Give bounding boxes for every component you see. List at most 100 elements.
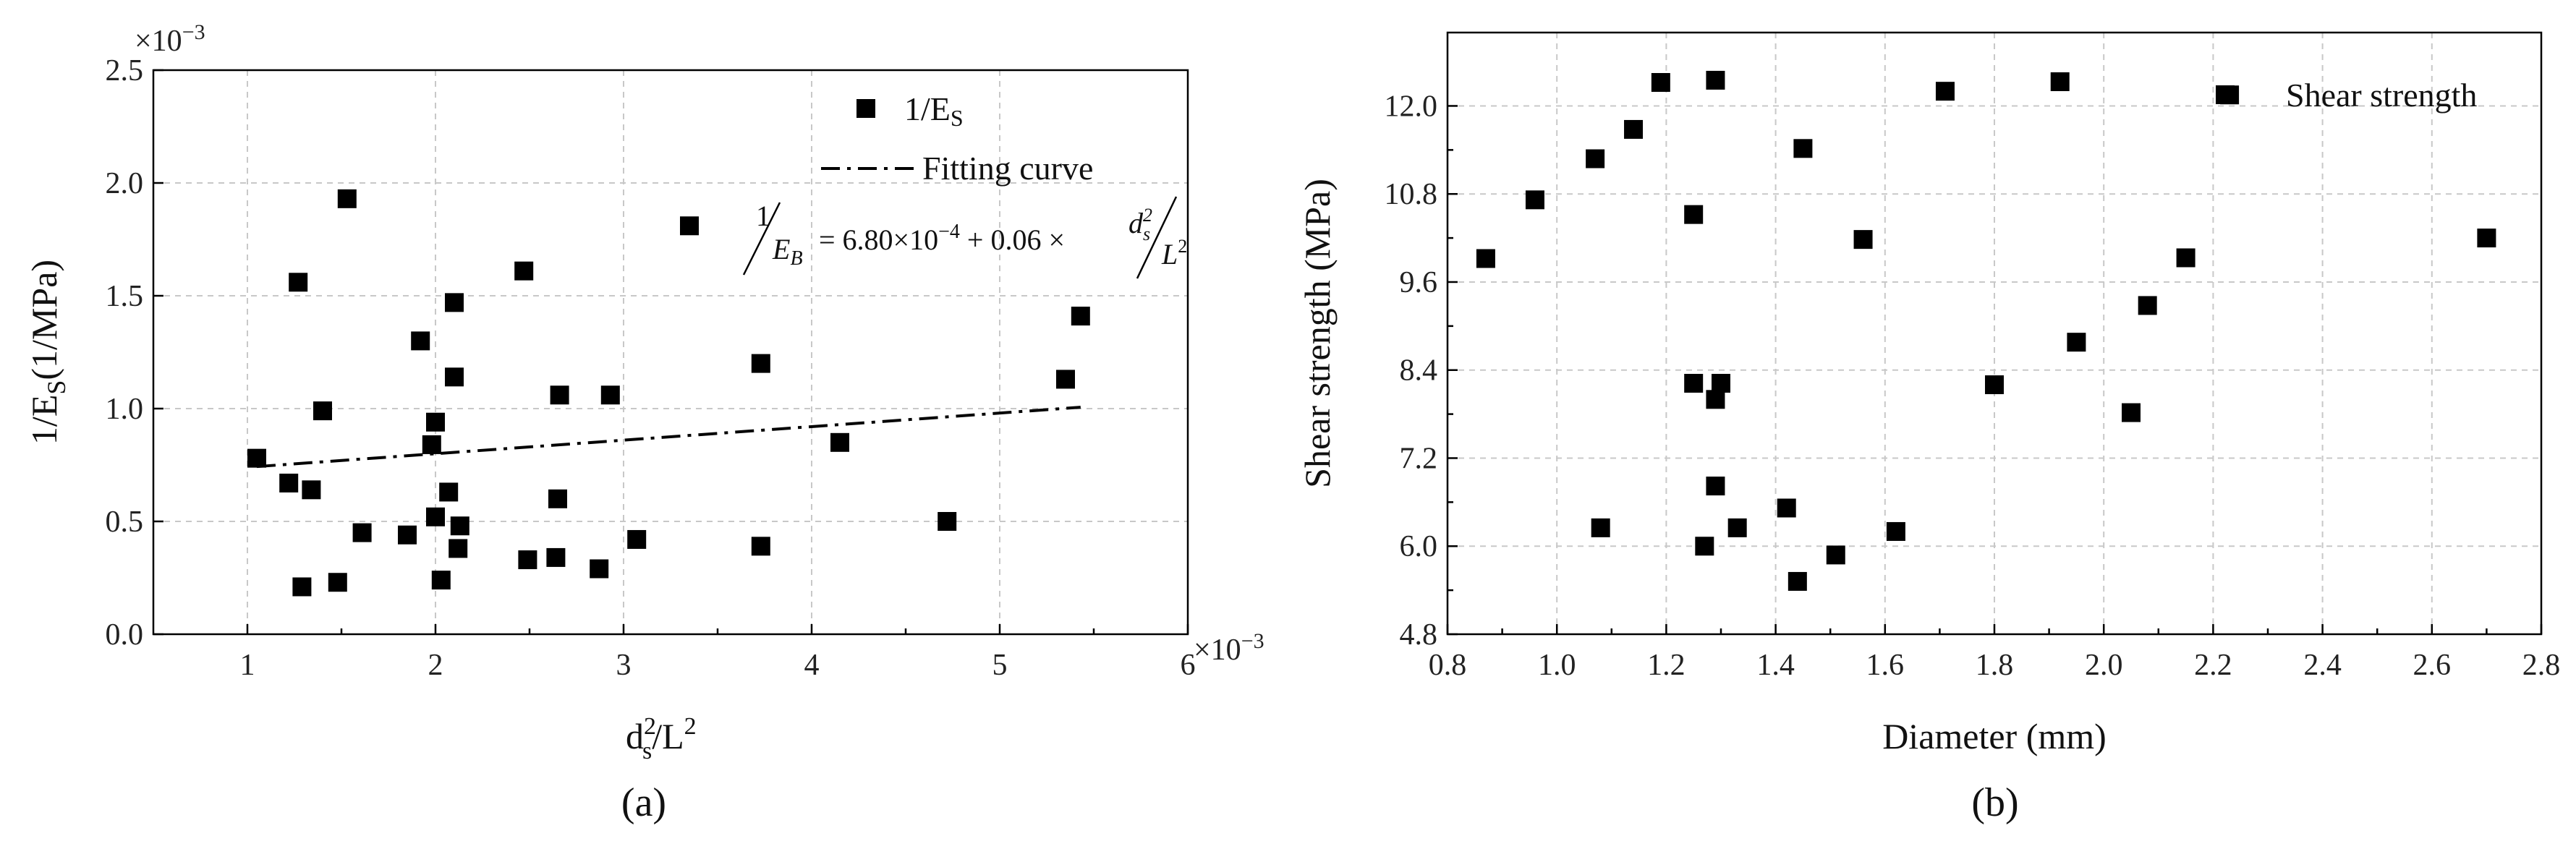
panel-a-plot-frame (152, 69, 1189, 636)
data-point (1985, 375, 2004, 395)
data-point (411, 331, 430, 351)
equation-frac-numerator: d2 s (1128, 205, 1152, 244)
equation-lhs-denominator: EB (772, 233, 803, 270)
data-point (2477, 229, 2496, 248)
data-point (1706, 70, 1725, 90)
data-point (2138, 296, 2157, 315)
x-tick-label: 5 (992, 649, 1008, 682)
y-tick-label: 2.0 (106, 167, 144, 200)
data-point (445, 367, 464, 387)
data-point (751, 354, 770, 373)
x-tick-label: 2.8 (2522, 649, 2561, 682)
x-tick-label: 1.4 (1756, 649, 1795, 682)
data-point (751, 537, 770, 556)
data-point (445, 293, 464, 312)
x-tick-label: 1.6 (1866, 649, 1905, 682)
x-tick-label: 2.4 (2303, 649, 2342, 682)
data-point (2176, 248, 2195, 268)
data-point (1651, 72, 1670, 92)
data-point (1777, 498, 1796, 518)
x-tick-label: 2.0 (2085, 649, 2123, 682)
panel-a-legend-marker (856, 99, 875, 118)
data-point (352, 523, 372, 542)
data-point (426, 412, 445, 432)
data-point (1624, 119, 1644, 139)
data-point (2122, 403, 2141, 422)
panel-b-gridlines (1448, 33, 2541, 634)
equation-frac-denominator: L2 (1161, 236, 1187, 270)
panel-a-data-points (247, 189, 1090, 597)
data-point (1727, 518, 1747, 537)
panel-a-gridlines (153, 70, 1188, 634)
panel-a-y-multiplier: ×10−3 (135, 20, 205, 58)
data-point (514, 261, 534, 281)
data-point (830, 432, 849, 452)
data-point (431, 571, 451, 590)
data-point (680, 216, 699, 236)
data-point (1935, 82, 1955, 101)
panel-a-legend-fit-label: Fitting curve (922, 150, 1093, 187)
data-point (1706, 390, 1725, 409)
data-point (398, 525, 417, 545)
panel-a-legend: 1/ES Fitting curve (821, 90, 1093, 187)
data-point (1886, 521, 1905, 541)
data-point (1826, 545, 1845, 565)
panel-b-legend: Shear strength (2216, 77, 2477, 114)
x-tick-label: 1.8 (1976, 649, 2014, 682)
x-tick-label: 2 (428, 649, 443, 682)
y-tick-label: 1.0 (106, 393, 144, 426)
data-point (938, 512, 957, 531)
panel-b-y-axis-label: Shear strength (MPa) (1297, 179, 1338, 488)
data-point (1056, 370, 1075, 389)
data-point (302, 480, 321, 500)
equation-rhs: = 6.80×10−4 + 0.06 × (819, 221, 1065, 256)
data-point (279, 473, 299, 492)
panel-b-ticks: 0.8 1.0 1.2 1.4 1.6 1.8 2.0 2.2 2.4 2.6 2.8 4.8 6.0 7… (1385, 90, 2561, 682)
x-tick-label: 1 (240, 649, 255, 682)
data-point (289, 273, 308, 292)
x-tick-label: 6 (1181, 649, 1196, 682)
panel-a-legend-series-label: 1/ES (904, 90, 964, 131)
data-point (422, 435, 441, 454)
y-tick-label: 0.0 (106, 618, 144, 652)
data-point (1712, 373, 1730, 393)
y-tick-label: 1.5 (106, 280, 144, 313)
panel-a-fitting-curve (256, 406, 1081, 469)
data-point (1853, 230, 1873, 249)
y-tick-label: 9.6 (1400, 266, 1438, 299)
data-point (1525, 190, 1544, 210)
data-point (1695, 537, 1714, 556)
data-point (1706, 477, 1725, 496)
equation-lhs-slash (742, 202, 781, 276)
data-point (1586, 149, 1605, 168)
data-point (1788, 571, 1807, 591)
equation-lhs-numerator: 1 (756, 200, 770, 232)
data-point (600, 385, 620, 405)
data-point (450, 516, 469, 536)
x-tick-label: 3 (616, 649, 632, 682)
x-tick-label: 1.0 (1538, 649, 1576, 682)
data-point (548, 489, 567, 508)
x-tick-label: 4 (804, 649, 820, 682)
panel-b-caption: (b) (1971, 780, 2018, 825)
data-point (337, 189, 357, 208)
equation-frac-slash (1136, 196, 1178, 279)
x-tick-label: 2.6 (2413, 649, 2452, 682)
data-point (1071, 307, 1090, 326)
data-point (1476, 249, 1495, 268)
data-point (328, 573, 347, 592)
panel-a-y-axis-label: 1/ES(1/MPa) (24, 260, 71, 445)
x-tick-label: 1.2 (1647, 649, 1686, 682)
panel-b-legend-label: Shear strength (2286, 77, 2477, 114)
y-tick-label: 8.4 (1400, 354, 1438, 388)
panel-a-x-axis-label: d2 s/L2 (626, 713, 697, 764)
panel-b: 0.8 1.0 1.2 1.4 1.6 1.8 2.0 2.2 2.4 2.6 2.8 4.8 6.0 7… (1297, 31, 2561, 825)
y-tick-label: 4.8 (1400, 618, 1438, 652)
data-point (627, 529, 647, 549)
data-point (518, 550, 537, 570)
data-point (426, 507, 445, 526)
data-point (2067, 333, 2086, 352)
data-point (1684, 205, 1704, 224)
data-point (1591, 518, 1610, 537)
